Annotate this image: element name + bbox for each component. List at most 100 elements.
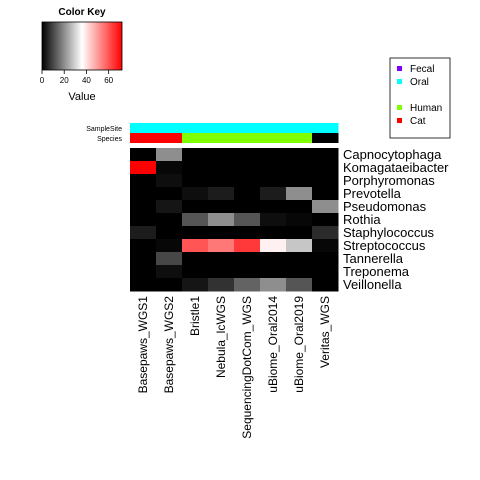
color-key-tick-label: 60 xyxy=(104,76,113,85)
heatmap-cell xyxy=(234,252,261,266)
annotation-cell xyxy=(312,123,339,133)
row-label: Komagataeibacter xyxy=(343,160,449,175)
row-label: Porphyromonas xyxy=(343,173,435,188)
heatmap-cell xyxy=(156,213,183,227)
row-label: Rothia xyxy=(343,212,381,227)
heatmap-cell xyxy=(208,200,235,214)
annotation-cell xyxy=(286,133,313,143)
column-label: uBiome_Oral2014 xyxy=(266,296,280,393)
column-label: Bristle1 xyxy=(188,296,202,336)
heatmap-cell xyxy=(260,174,287,188)
column-label: Basepaws_WGS1 xyxy=(136,296,150,394)
heatmap-cell xyxy=(260,226,287,240)
heatmap-cell xyxy=(130,278,157,292)
heatmap-cell xyxy=(260,239,287,253)
annotation-cell xyxy=(260,133,287,143)
heatmap-cell xyxy=(234,278,261,292)
heatmap-cell xyxy=(156,226,183,240)
row-label: Treponema xyxy=(343,264,410,279)
heatmap-cell xyxy=(312,265,339,279)
legend-swatch xyxy=(397,66,402,71)
heatmap-cell xyxy=(234,239,261,253)
heatmap-cell xyxy=(130,239,157,253)
heatmap-cell xyxy=(260,213,287,227)
heatmap-cell xyxy=(156,148,183,162)
legend-label: Human xyxy=(410,103,442,114)
column-label: Veritas_WGS xyxy=(318,296,332,368)
heatmap-cell xyxy=(208,265,235,279)
row-label: Pseudomonas xyxy=(343,199,427,214)
heatmap-cell xyxy=(182,174,209,188)
annotation-cell xyxy=(182,123,209,133)
heatmap-cell xyxy=(182,278,209,292)
annotation-cell xyxy=(182,133,209,143)
annotation-label: Species xyxy=(97,136,122,143)
heatmap-cell xyxy=(130,174,157,188)
heatmap-cell xyxy=(234,226,261,240)
heatmap-cell xyxy=(130,265,157,279)
column-label: SequencingDotCom_WGS xyxy=(240,296,254,439)
annotation-cell xyxy=(156,123,183,133)
heatmap-cell xyxy=(260,278,287,292)
heatmap-cell xyxy=(234,174,261,188)
legend: Fecal Oral Human Cat xyxy=(389,57,451,139)
color-key-title: Color Key xyxy=(58,7,106,18)
annotation-cell xyxy=(234,123,261,133)
heatmap-cell xyxy=(130,252,157,266)
heatmap-cell xyxy=(312,174,339,188)
heatmap-cell xyxy=(312,252,339,266)
column-label: Basepaws_WGS2 xyxy=(162,296,176,394)
heatmap-cell xyxy=(208,187,235,201)
color-key-tick-label: 20 xyxy=(60,76,69,85)
column-labels: Basepaws_WGS1 Basepaws_WGS2 Bristle1 Nebula… xyxy=(136,296,332,439)
heatmap-cell xyxy=(260,161,287,175)
annotation-cell xyxy=(156,133,183,143)
heatmap-cell xyxy=(130,200,157,214)
heatmap-cell xyxy=(156,161,183,175)
heatmap-cell xyxy=(156,278,183,292)
annotation-cell xyxy=(234,133,261,143)
color-key-ticks: 0 20 40 60 xyxy=(40,70,114,85)
heatmap-cell xyxy=(182,265,209,279)
heatmap-cell xyxy=(286,187,313,201)
row-label: Prevotella xyxy=(343,186,402,201)
annotation-cell xyxy=(130,133,157,143)
heatmap-cell xyxy=(286,161,313,175)
heatmap-cell xyxy=(130,226,157,240)
legend-swatch xyxy=(397,79,402,84)
heatmap-cell xyxy=(182,148,209,162)
annotation-label: SampleSite xyxy=(86,126,122,133)
heatmap-cell xyxy=(260,252,287,266)
heatmap-cell xyxy=(182,213,209,227)
heatmap-cell xyxy=(286,252,313,266)
heatmap-cell xyxy=(234,213,261,227)
heatmap-cell xyxy=(260,148,287,162)
heatmap-cell xyxy=(208,239,235,253)
annotation-bars: SampleSite Species xyxy=(86,123,339,143)
heatmap-cell xyxy=(234,187,261,201)
heatmap-cell xyxy=(208,226,235,240)
heatmap-cell xyxy=(260,187,287,201)
annotation-cell xyxy=(130,123,157,133)
heatmap-cell xyxy=(156,187,183,201)
legend-swatch xyxy=(397,118,402,123)
heatmap-cell xyxy=(182,200,209,214)
heatmap-cell xyxy=(286,278,313,292)
color-key-tick-label: 40 xyxy=(82,76,91,85)
heatmap-cell xyxy=(156,265,183,279)
color-key-gradient xyxy=(41,21,123,71)
row-label: Streptococcus xyxy=(343,238,426,253)
heatmap-cell xyxy=(182,161,209,175)
legend-label: Cat xyxy=(410,116,426,127)
heatmap-cell xyxy=(286,226,313,240)
heatmap-cell xyxy=(234,148,261,162)
legend-label: Oral xyxy=(410,77,429,88)
heatmap-cell xyxy=(182,226,209,240)
color-key-tick-label: 0 xyxy=(40,76,45,85)
heatmap-cell xyxy=(182,187,209,201)
heatmap-cell xyxy=(208,148,235,162)
heatmap-cell xyxy=(312,239,339,253)
heatmap-cell xyxy=(286,200,313,214)
heatmap-cell xyxy=(312,200,339,214)
heatmap-cell xyxy=(208,174,235,188)
